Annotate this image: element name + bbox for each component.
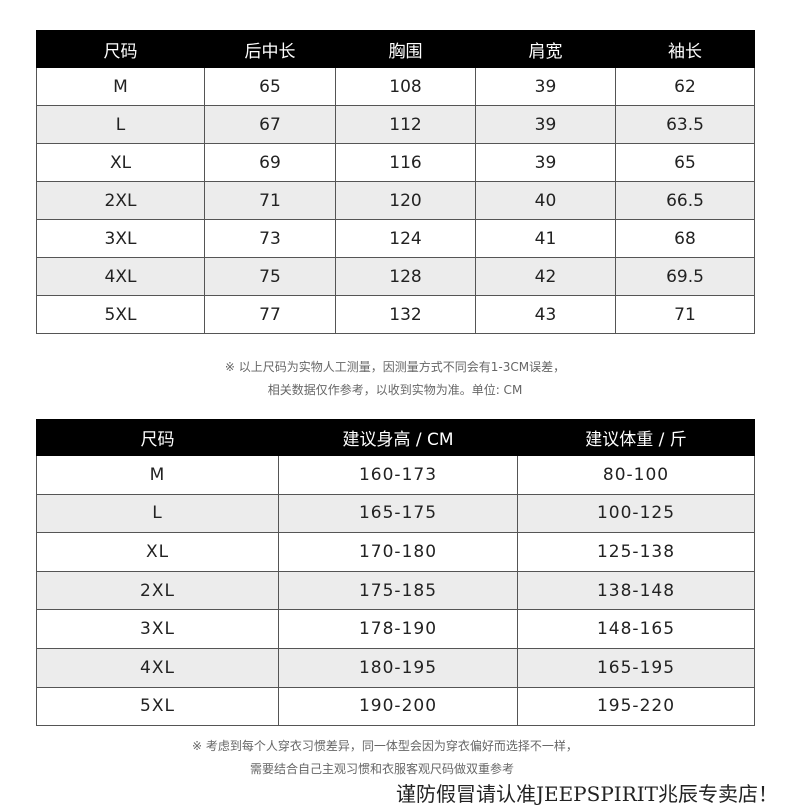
- table-cell: 4XL: [36, 647, 279, 688]
- table-cell: 71: [204, 181, 336, 220]
- table-row: 2XL 71 120 40 66.5: [36, 181, 755, 220]
- table-cell: 148-165: [517, 609, 755, 649]
- table-row: M 65 108 39 62: [36, 67, 755, 106]
- table-row: 5XL 190-200 195-220: [36, 686, 755, 727]
- recommendation-note-line2: 需要结合自己主观习惯和衣服客观尺码做双重参考: [250, 762, 515, 776]
- table-cell: 3XL: [36, 609, 279, 649]
- header-cell: 尺码: [36, 30, 205, 68]
- table-cell: 65: [615, 143, 755, 182]
- table-cell: 2XL: [36, 181, 205, 220]
- table-cell: 3XL: [36, 219, 205, 258]
- table-cell: 69.5: [615, 257, 755, 296]
- table-cell: 73: [204, 219, 336, 258]
- header-cell: 肩宽: [475, 30, 616, 68]
- table-cell: 41: [475, 219, 616, 258]
- table-cell: 68: [615, 219, 755, 258]
- table-cell: 71: [615, 295, 755, 334]
- table-cell: 77: [204, 295, 336, 334]
- table-cell: 62: [615, 67, 755, 106]
- table-row: 4XL 75 128 42 69.5: [36, 257, 755, 296]
- table-cell: 69: [204, 143, 336, 182]
- table-cell: XL: [36, 143, 205, 182]
- table-cell: 120: [335, 181, 476, 220]
- measurement-note-line1: ※ 以上尺码为实物人工测量，因测量方式不同会有1-3CM误差，: [224, 360, 566, 374]
- table-cell: 195-220: [517, 686, 755, 727]
- table-cell: 2XL: [36, 570, 279, 611]
- table-cell: 4XL: [36, 257, 205, 296]
- measurement-note-line2: 相关数据仅作参考，以收到实物为准。单位: CM: [267, 383, 523, 397]
- header-cell: 后中长: [204, 30, 336, 68]
- table-cell: 116: [335, 143, 476, 182]
- table-cell: 160-173: [278, 455, 518, 495]
- table-cell: 170-180: [278, 532, 518, 572]
- table-cell: 175-185: [278, 570, 518, 611]
- table-row: M 160-173 80-100: [36, 455, 755, 495]
- table-cell: 108: [335, 67, 476, 106]
- table-row: 5XL 77 132 43 71: [36, 295, 755, 334]
- table-cell: 43: [475, 295, 616, 334]
- header-cell: 袖长: [615, 30, 755, 68]
- header-cell: 胸围: [335, 30, 476, 68]
- table-cell: 124: [335, 219, 476, 258]
- table-header: 尺码 建议身高 / CM 建议体重 / 斤: [36, 419, 755, 456]
- table-cell: 5XL: [36, 686, 279, 727]
- store-footer-banner: 谨防假冒请认准JEEPSPIRIT兆辰专卖店！: [395, 782, 778, 806]
- table-cell: 39: [475, 67, 616, 106]
- size-recommendation-table: 尺码 建议身高 / CM 建议体重 / 斤 M 160-173 80-100 L 165…: [36, 419, 755, 727]
- table-cell: 165-195: [517, 647, 755, 688]
- table-row: XL 69 116 39 65: [36, 143, 755, 182]
- table-row: 3XL 178-190 148-165: [36, 609, 755, 649]
- table-cell: 65: [204, 67, 336, 106]
- table-cell: 128: [335, 257, 476, 296]
- table-cell: 190-200: [278, 686, 518, 727]
- table-cell: 39: [475, 105, 616, 144]
- table-cell: M: [36, 455, 279, 495]
- header-cell: 尺码: [36, 419, 279, 456]
- table-cell: M: [36, 67, 205, 106]
- table-cell: 165-175: [278, 493, 518, 534]
- table-cell: 100-125: [517, 493, 755, 534]
- table-row: L 165-175 100-125: [36, 493, 755, 534]
- table-cell: 178-190: [278, 609, 518, 649]
- table-cell: 40: [475, 181, 616, 220]
- table-row: 4XL 180-195 165-195: [36, 647, 755, 688]
- table-row: L 67 112 39 63.5: [36, 105, 755, 144]
- table-cell: 39: [475, 143, 616, 182]
- table-cell: 80-100: [517, 455, 755, 495]
- header-cell: 建议体重 / 斤: [517, 419, 755, 456]
- table-row: 2XL 175-185 138-148: [36, 570, 755, 611]
- table-header: 尺码 后中长 胸围 肩宽 袖长: [36, 30, 755, 68]
- table-cell: 132: [335, 295, 476, 334]
- table-cell: L: [36, 493, 279, 534]
- table-cell: 138-148: [517, 570, 755, 611]
- table-cell: L: [36, 105, 205, 144]
- table-cell: 75: [204, 257, 336, 296]
- table-cell: 180-195: [278, 647, 518, 688]
- table-cell: 63.5: [615, 105, 755, 144]
- table-cell: 125-138: [517, 532, 755, 572]
- table-cell: 5XL: [36, 295, 205, 334]
- size-measurement-table: 尺码 后中长 胸围 肩宽 袖长 M 65 108 39 62 L 67 112 39 63.5 XL…: [36, 30, 755, 334]
- table-row: 3XL 73 124 41 68: [36, 219, 755, 258]
- table-cell: 67: [204, 105, 336, 144]
- recommendation-note-line1: ※ 考虑到每个人穿衣习惯差异，同一体型会因为穿衣偏好而选择不一样，: [192, 739, 578, 753]
- table-cell: 66.5: [615, 181, 755, 220]
- table-cell: 112: [335, 105, 476, 144]
- table-cell: XL: [36, 532, 279, 572]
- table-row: XL 170-180 125-138: [36, 532, 755, 572]
- header-cell: 建议身高 / CM: [278, 419, 518, 456]
- table-cell: 42: [475, 257, 616, 296]
